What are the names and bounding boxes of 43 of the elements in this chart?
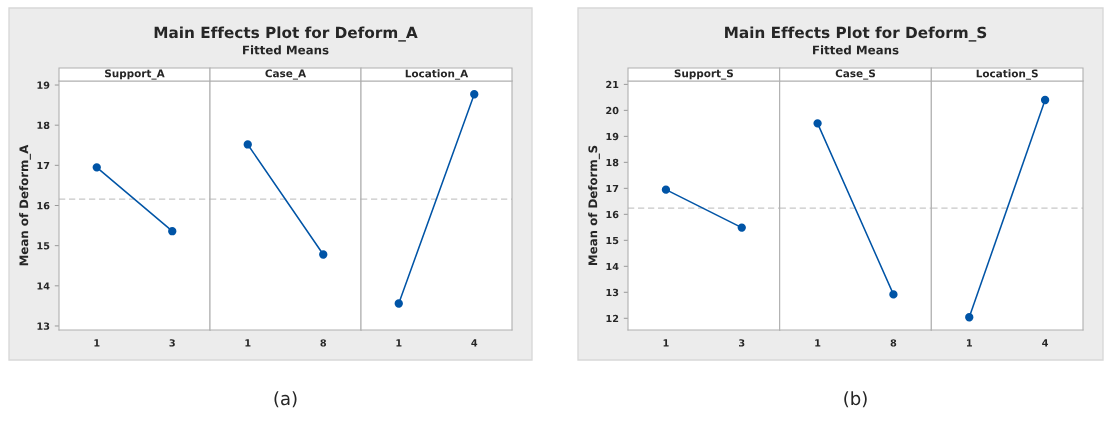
y-axis-title: Mean of Deform_S (588, 145, 600, 265)
x-tick-label: 1 (396, 339, 402, 347)
x-axis-title: Case_A (265, 69, 307, 80)
x-tick-label: 4 (471, 339, 478, 347)
y-tick-label: 14 (37, 282, 50, 290)
x-tick-label: 4 (1042, 339, 1049, 347)
y-tick-label: 13 (37, 322, 50, 330)
x-tick-label: 1 (966, 339, 972, 347)
x-tick-label: 8 (320, 339, 327, 347)
x-axis-title: Location_S (976, 69, 1038, 80)
y-tick-label: 18 (37, 121, 50, 130)
y-tick-label: 17 (606, 184, 619, 193)
x-tick-label: 1 (245, 339, 251, 347)
x-tick-label: 1 (815, 339, 821, 347)
y-tick-label: 20 (606, 106, 619, 115)
x-tick-label: 3 (739, 339, 745, 347)
x-axis-title: Location_A (405, 69, 469, 80)
text: (a) (274, 391, 297, 408)
chart-subtitle: Fitted Means (243, 45, 329, 55)
y-tick-label: 17 (37, 161, 50, 170)
text: (b) (844, 391, 867, 408)
x-tick-label: 1 (663, 339, 669, 347)
y-tick-label: 19 (37, 81, 50, 89)
y-tick-label: 12 (606, 314, 619, 322)
y-tick-label: 15 (606, 236, 619, 245)
y-tick-label: 21 (606, 80, 619, 89)
chart-subtitle: Fitted Means (813, 45, 899, 55)
chart-title: Main Effects Plot for Deform_A (154, 26, 418, 42)
y-tick-label: 19 (606, 132, 619, 141)
x-axis-title: Case_S (835, 69, 876, 80)
y-tick-label: 13 (606, 288, 619, 297)
x-tick-label: 3 (169, 339, 175, 347)
x-tick-label: 1 (94, 339, 100, 347)
x-axis-title: Support_A (105, 69, 165, 80)
x-axis-title: Support_S (674, 69, 733, 80)
x-tick-label: 8 (890, 339, 897, 347)
chart-title: Main Effects Plot for Deform_S (725, 26, 987, 42)
y-axis-title: Mean of Deform_A (19, 144, 31, 266)
y-tick-label: 14 (606, 262, 619, 271)
y-tick-label: 18 (606, 158, 619, 167)
y-tick-label: 16 (37, 201, 50, 210)
y-tick-label: 15 (37, 242, 50, 250)
y-tick-label: 16 (606, 210, 619, 219)
